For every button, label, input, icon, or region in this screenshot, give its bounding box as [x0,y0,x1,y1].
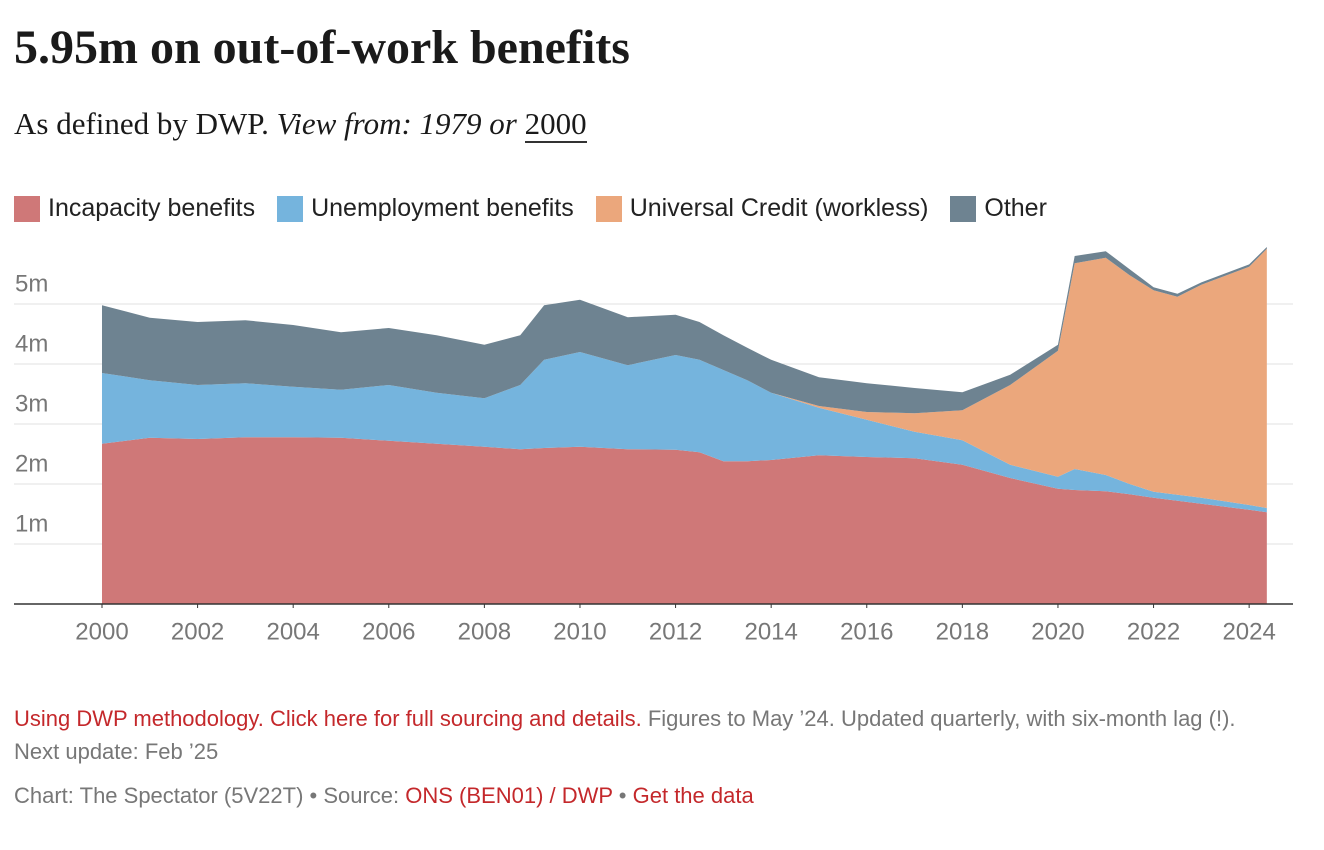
legend-item: Incapacity benefits [14,194,255,223]
x-tick-label: 2002 [171,618,224,645]
area [101,248,1267,509]
x-tick-label: 2004 [266,618,319,645]
separator: • Source: [303,783,406,808]
area [101,247,1267,414]
data-link[interactable]: Get the data [632,783,754,808]
chart-title: 5.95m on out-of-work benefits [14,21,630,74]
y-tick-label: 3m [15,390,48,417]
legend-label: Unemployment benefits [311,194,574,222]
x-tick-label: 2006 [362,618,415,645]
legend-item: Other [950,194,1047,223]
footnote: Using DWP methodology. Click here for fu… [14,702,1274,768]
area [101,437,1267,604]
area [101,352,1267,513]
subtitle: As defined by DWP. View from: 1979 or 20… [14,106,587,143]
legend-label: Other [984,194,1047,222]
legend-item: Unemployment benefits [277,194,574,223]
x-tick-label: 2012 [649,618,702,645]
x-tick-label: 2016 [840,618,893,645]
chart: 1m 2m 3m 4m 5m 2000 2002 2004 2006 2008 2010 2012 20… [14,247,1293,645]
details-link[interactable]: Using DWP methodology. Click here for fu… [14,706,642,731]
legend: Incapacity benefits Unemployment benefits… [14,194,1047,223]
legend-item: Universal Credit (workless) [595,194,929,223]
x-tick-label: 2022 [1127,618,1180,645]
source-link[interactable]: ONS (BEN01) / DWP [405,783,613,808]
x-tick-label: 2008 [458,618,511,645]
source-line: Chart: The Spectator (5V22T) • Source: O… [14,783,754,809]
credit: Chart: The Spectator (5V22T) [14,783,304,808]
y-tick-label: 1m [15,510,48,537]
legend-label: Universal Credit (workless) [629,194,929,222]
x-tick-label: 2024 [1222,618,1275,645]
view-option[interactable]: 2000 [524,106,587,143]
legend-swatch [595,195,622,222]
view-or: or [489,106,517,141]
x-tick-label: 2010 [553,618,606,645]
legend-label: Incapacity benefits [48,194,256,222]
x-tick-label: 2020 [1031,618,1084,645]
view-option[interactable]: 1979 [419,106,482,141]
y-tick-label: 2m [15,450,48,477]
y-tick-label: 4m [15,330,48,357]
x-tick-label: 2000 [75,618,128,645]
legend-swatch [950,195,977,222]
separator: • [612,783,633,808]
note-text: Figures to May ’24. Updated quarterly, w… [14,706,1236,764]
view-label: View from: [276,106,412,141]
legend-swatch [14,195,40,222]
x-tick-label: 2018 [936,618,989,645]
y-tick-label: 5m [15,270,48,297]
x-tick-label: 2014 [744,618,797,645]
subtitle-text: As defined by DWP. [14,106,269,141]
legend-swatch [277,195,304,222]
